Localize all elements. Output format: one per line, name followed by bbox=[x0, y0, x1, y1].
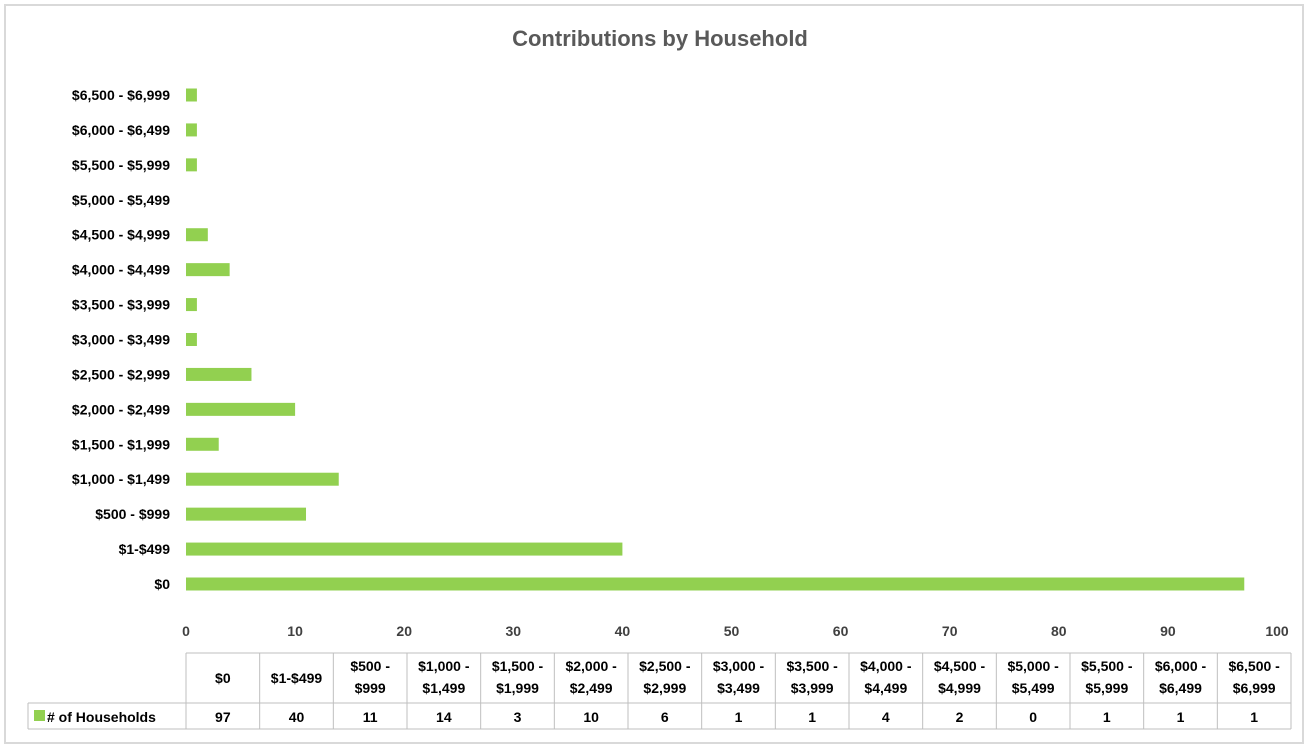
bar bbox=[186, 263, 230, 277]
table-header: $4,000 - bbox=[860, 658, 912, 674]
table-value: 0 bbox=[1029, 709, 1037, 725]
table-header: $0 bbox=[215, 670, 231, 686]
table-header: $4,500 - bbox=[934, 658, 986, 674]
bar bbox=[186, 158, 197, 172]
category-label: $2,000 - $2,499 bbox=[72, 401, 170, 417]
bar bbox=[186, 88, 197, 102]
table-header: $5,499 bbox=[1012, 680, 1055, 696]
category-labels: $0 $1-$499 $500 - $999 $1,000 - $1,499 $1,50… bbox=[72, 87, 170, 592]
table-header: $1,000 - bbox=[418, 658, 470, 674]
x-tick-label: 100 bbox=[1265, 623, 1289, 639]
table-header: $4,999 bbox=[938, 680, 981, 696]
bar bbox=[186, 472, 339, 486]
table-header: $2,999 bbox=[643, 680, 686, 696]
category-label: $1,500 - $1,999 bbox=[72, 436, 170, 452]
x-tick-label: 70 bbox=[942, 623, 958, 639]
x-tick-label: 80 bbox=[1051, 623, 1067, 639]
x-tick-label: 30 bbox=[506, 623, 522, 639]
category-label: $500 - $999 bbox=[95, 506, 170, 522]
category-label: $5,500 - $5,999 bbox=[72, 157, 170, 173]
table-header: $1,499 bbox=[422, 680, 465, 696]
chart-title: Contributions by Household bbox=[512, 26, 808, 51]
bars bbox=[186, 88, 1245, 591]
table-header: $5,500 - bbox=[1081, 658, 1133, 674]
table-header: $6,500 - bbox=[1228, 658, 1280, 674]
legend-key bbox=[34, 710, 45, 721]
category-label: $0 bbox=[154, 576, 170, 592]
x-tick-label: 0 bbox=[182, 623, 190, 639]
legend-label: # of Households bbox=[47, 709, 156, 725]
table-header: $2,499 bbox=[570, 680, 613, 696]
table-header: $5,000 - bbox=[1007, 658, 1059, 674]
category-label: $3,500 - $3,999 bbox=[72, 297, 170, 313]
chart-svg: Contributions by Household $0 $1-$499 $500… bbox=[27, 26, 1292, 730]
table-value: 1 bbox=[735, 709, 743, 725]
table-header: $500 - bbox=[350, 658, 390, 674]
bar bbox=[186, 367, 252, 381]
table-value: 97 bbox=[215, 709, 231, 725]
category-label: $2,500 - $2,999 bbox=[72, 366, 170, 382]
table-header: $3,000 - bbox=[713, 658, 765, 674]
table-header: $2,000 - bbox=[565, 658, 617, 674]
table-value: 2 bbox=[956, 709, 964, 725]
table-value: 11 bbox=[363, 709, 378, 725]
table-header: $1-$499 bbox=[271, 670, 323, 686]
category-label: $3,000 - $3,499 bbox=[72, 332, 170, 348]
table-header: $2,500 - bbox=[639, 658, 691, 674]
table-header: $4,499 bbox=[864, 680, 907, 696]
table-value: 1 bbox=[808, 709, 816, 725]
bar bbox=[186, 228, 208, 242]
bar bbox=[186, 123, 197, 137]
table-header: $3,500 - bbox=[786, 658, 838, 674]
table-header: $3,999 bbox=[791, 680, 834, 696]
table-value: 1 bbox=[1177, 709, 1185, 725]
table-header: $6,499 bbox=[1159, 680, 1202, 696]
x-tick-label: 50 bbox=[724, 623, 740, 639]
table-header: $6,000 - bbox=[1155, 658, 1207, 674]
x-tick-label: 20 bbox=[396, 623, 412, 639]
table-value: 6 bbox=[661, 709, 669, 725]
chart-frame: Contributions by Household $0 $1-$499 $500… bbox=[4, 4, 1304, 744]
x-axis-ticks: 0 10 20 30 40 50 60 70 80 90 100 bbox=[182, 623, 1289, 639]
table-value: 14 bbox=[436, 709, 452, 725]
table-header: $3,499 bbox=[717, 680, 760, 696]
table-header: $1,999 bbox=[496, 680, 539, 696]
bar bbox=[186, 298, 197, 312]
table-value: 40 bbox=[289, 709, 305, 725]
x-tick-label: 10 bbox=[287, 623, 303, 639]
category-label: $4,500 - $4,999 bbox=[72, 227, 170, 243]
table-value: 3 bbox=[514, 709, 522, 725]
x-tick-label: 40 bbox=[615, 623, 631, 639]
table-value: 4 bbox=[882, 709, 890, 725]
table-value: 10 bbox=[583, 709, 599, 725]
bar bbox=[186, 402, 296, 416]
category-label: $1-$499 bbox=[119, 541, 171, 557]
bar bbox=[186, 507, 307, 521]
bar bbox=[186, 577, 1245, 591]
table-header: $1,500 - bbox=[492, 658, 544, 674]
bar bbox=[186, 333, 197, 346]
table-header: $5,999 bbox=[1085, 680, 1128, 696]
table-header: $6,999 bbox=[1233, 680, 1276, 696]
table-value: 1 bbox=[1250, 709, 1258, 725]
table-value: 1 bbox=[1103, 709, 1111, 725]
category-label: $6,000 - $6,499 bbox=[72, 122, 170, 138]
x-tick-label: 90 bbox=[1160, 623, 1176, 639]
table-header: $999 bbox=[355, 680, 386, 696]
category-label: $1,000 - $1,499 bbox=[72, 471, 170, 487]
category-label: $6,500 - $6,999 bbox=[72, 87, 170, 103]
bar bbox=[186, 437, 219, 451]
x-tick-label: 60 bbox=[833, 623, 849, 639]
category-label: $5,000 - $5,499 bbox=[72, 192, 170, 208]
category-label: $4,000 - $4,499 bbox=[72, 262, 170, 278]
bar bbox=[186, 542, 623, 556]
